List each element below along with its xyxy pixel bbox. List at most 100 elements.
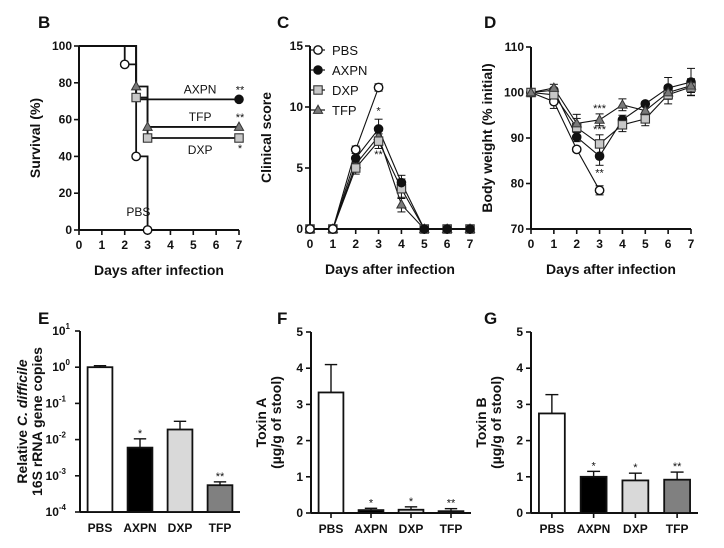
d-marker-pbs [571,144,582,155]
d-marker-tfp [662,86,674,97]
c-marker-axpn [442,224,452,234]
b-significance-dxp: * [238,143,243,155]
g-y-tick-label: 3 [516,397,523,411]
d-x-tick-label: 4 [619,237,626,251]
f-x-tick-label-tfp: TFP [440,522,463,536]
d-x-tick-label: 7 [688,237,695,251]
c-y-tick-label: 0 [296,222,303,236]
d-marker-dxp [640,114,651,124]
b-significance-tfp: ** [236,112,245,124]
b-marker-tfp [233,121,245,131]
d-marker-dxp [594,139,605,149]
d-y-tick-label: 100 [504,86,524,100]
f-y-tick-label: 0 [296,506,303,520]
b-marker-pbs [142,225,153,235]
d-marker-tfp [571,117,583,128]
c-y-tick-label: 10 [290,100,304,114]
d-y-tick-label: 80 [511,177,525,191]
f-y-tick-label: 3 [296,397,303,411]
f-bar-axpn [357,509,385,514]
d-marker-pbs [594,185,605,196]
c-marker-dxp [373,136,384,146]
e-y-tick-label: 101 [52,322,70,338]
c-line-axpn [310,127,470,230]
c-line-tfp [310,135,470,230]
b-y-tick-label: 60 [59,113,73,127]
b-marker-dxp [142,133,153,143]
g-y-tick-label: 5 [516,325,523,339]
f-y-axis-label-line1: Toxin A [253,398,269,448]
c-marker-dxp [350,163,361,173]
panel-label-g: G [484,309,497,328]
g-x-tick-label-dxp: DXP [623,522,648,536]
g-y-axis-label-line2: (µg/g of stool) [488,376,504,469]
e-x-tick-label-dxp: DXP [168,521,193,535]
d-marker-tfp [685,79,697,90]
d-marker-tfp [548,82,560,92]
b-marker-dxp [234,133,244,143]
e-bar-axpn [126,446,154,513]
e-bar-tfp [206,484,234,513]
g-y-tick-label: 2 [516,434,523,448]
c-x-axis-label: Days after infection [325,261,455,277]
b-line-axpn [79,45,239,101]
b-x-tick-label: 3 [144,238,151,252]
panel-e-16s-rrna-chart: 101 100 10-1 10-2 10-3 10-4 Relative C. diffic… [14,322,240,535]
f-y-tick-label: 1 [296,470,303,484]
b-series-label-pbs: PBS [126,205,150,219]
f-y-tick-label: 2 [296,434,303,448]
g-bar-dxp [621,479,650,514]
g-significance-axpn: * [591,460,596,472]
e-y-axis-label-line2: 16S rRNA gene copies [29,347,45,496]
c-significance-below: ** [374,149,383,161]
b-y-tick-label: 20 [59,186,73,200]
panel-label-f: F [277,309,287,328]
b-x-tick-label: 0 [76,238,83,252]
c-legend-label-tfp: TFP [332,103,357,118]
g-bar-pbs [538,412,566,514]
d-y-tick-label: 90 [511,131,525,145]
c-significance-above: * [376,105,381,117]
b-marker-pbs [119,59,130,70]
d-x-tick-label: 1 [551,237,558,251]
b-marker-dxp [131,92,141,103]
b-x-tick-label: 5 [190,238,197,252]
f-y-tick-label: 5 [296,325,303,339]
c-legend-marker-dxp [313,85,323,95]
d-x-tick-label: 6 [665,237,672,251]
panel-d-body-weight-chart: 0 1 2 3 4 5 6 7 70 80 90 100 110 Days after infection… [479,40,697,277]
g-x-tick-label-axpn: AXPN [577,522,610,536]
g-y-tick-label: 4 [516,361,523,375]
d-x-tick-label: 5 [642,237,649,251]
f-y-axis-label-line2: (µg/g of stool) [268,376,284,469]
g-bar-axpn [579,475,608,514]
c-x-tick-label: 1 [330,237,337,251]
c-marker-axpn [373,124,384,134]
c-marker-pbs [373,82,384,93]
e-y-tick-label: 100 [52,358,70,374]
panel-label-e: E [38,309,49,328]
d-x-tick-label: 3 [596,237,603,251]
d-y-axis-label: Body weight (% initial) [479,63,495,212]
g-y-tick-label: 1 [516,470,523,484]
c-legend-label-pbs: PBS [332,43,358,58]
d-marker-tfp [594,113,606,124]
b-y-axis-label: Survival (%) [27,98,43,178]
b-significance-axpn: ** [236,84,245,96]
f-bar-tfp [437,510,465,514]
c-x-tick-label: 3 [375,237,382,251]
e-x-tick-label-tfp: TFP [209,521,232,535]
d-significance-dxp: *** [593,124,607,136]
c-x-tick-label: 4 [398,237,405,251]
b-y-tick-label: 0 [65,223,72,237]
f-x-tick-label-axpn: AXPN [354,522,387,536]
c-marker-pbs [350,144,361,155]
b-marker-tfp [130,80,142,91]
c-legend-marker-tfp [312,104,324,114]
b-marker-tfp [142,121,154,131]
c-legend-label-dxp: DXP [332,83,359,98]
d-marker-axpn [571,132,582,142]
f-significance-axpn: * [369,497,374,509]
c-marker-pbs [305,224,315,234]
f-bar-dxp [397,508,425,514]
